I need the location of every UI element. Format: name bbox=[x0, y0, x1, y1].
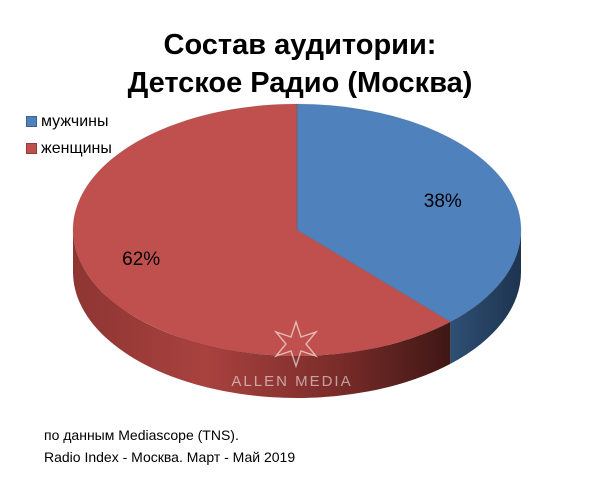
pie-side-women bbox=[73, 230, 451, 398]
slice-label-women: 62% bbox=[122, 249, 160, 270]
pie-side-men bbox=[450, 230, 521, 364]
pie-slice-women bbox=[72, 103, 452, 357]
chart-title: Состав аудитории: Детское Радио (Москва) bbox=[0, 26, 600, 102]
source-note: по данным Mediascope (TNS). Radio Index … bbox=[44, 424, 295, 468]
chart-title-line-2: Детское Радио (Москва) bbox=[127, 67, 473, 99]
watermark: ALLEN MEDIA bbox=[231, 319, 352, 390]
source-line-2: Radio Index - Москва. Март - Май 2019 bbox=[44, 449, 296, 465]
watermark-star-icon bbox=[273, 319, 319, 369]
legend-swatch-women bbox=[26, 143, 37, 154]
chart-title-line-1: Состав аудитории: bbox=[163, 29, 437, 61]
watermark-text: ALLEN MEDIA bbox=[231, 373, 352, 390]
pie-slice-men bbox=[296, 103, 522, 323]
legend-swatch-men bbox=[26, 116, 37, 127]
legend-label-men: мужчины bbox=[41, 112, 109, 130]
chart-legend: мужчины женщины bbox=[26, 108, 112, 162]
legend-item-women: женщины bbox=[26, 135, 112, 162]
source-line-1: по данным Mediascope (TNS). bbox=[44, 427, 239, 443]
slice-label-men: 38% bbox=[424, 191, 462, 212]
legend-item-men: мужчины bbox=[26, 108, 112, 135]
legend-label-women: женщины bbox=[41, 139, 112, 157]
pie-group: 38% 62% bbox=[72, 103, 522, 398]
